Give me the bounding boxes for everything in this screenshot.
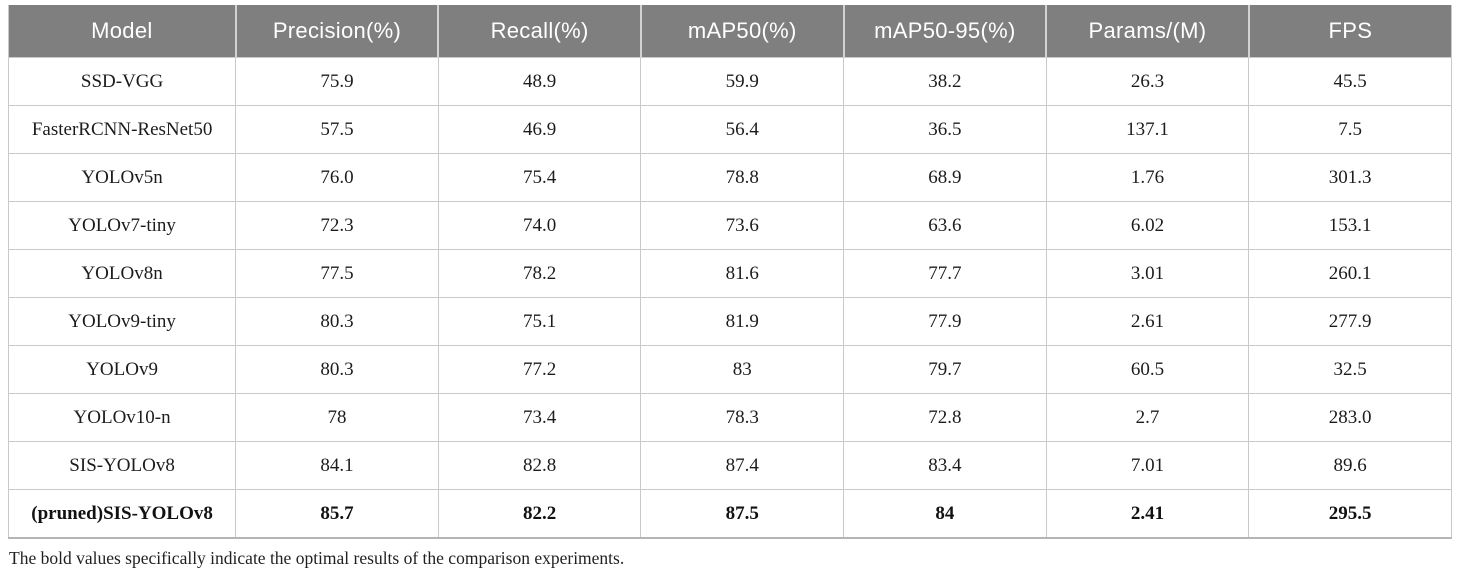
model-name-cell: YOLOv9-tiny [7,297,237,346]
table-row: YOLOv7-tiny 72.3 74.0 73.6 63.6 6.02 153.1 [7,201,1452,250]
metric-cell: 73.4 [437,393,642,442]
table-row: (pruned)SIS-YOLOv8 85.7 82.2 87.5 84 2.41 295.… [7,489,1452,539]
metric-cell: 79.7 [843,345,1047,394]
column-header-map50-95: mAP50-95(%) [842,5,1047,58]
metric-cell: 75.1 [437,297,642,346]
metric-cell: 295.5 [1248,489,1452,539]
metric-cell: 153.1 [1248,201,1452,250]
header-row: Model Precision(%) Recall(%) mAP50(%) mAP50-… [7,5,1452,58]
model-name-cell: SSD-VGG [7,57,237,106]
table-row: YOLOv9-tiny 80.3 75.1 81.9 77.9 2.61 277.9 [7,297,1452,346]
metric-cell: 78.8 [640,153,845,202]
metric-cell: 75.9 [235,57,439,106]
metric-cell: 68.9 [843,153,1047,202]
metric-cell: 78.3 [640,393,845,442]
metric-cell: 89.6 [1248,441,1452,490]
metric-cell: 87.5 [640,489,845,539]
metric-cell: 84.1 [235,441,439,490]
metric-cell: 80.3 [235,345,439,394]
table-row: FasterRCNN-ResNet50 57.5 46.9 56.4 36.5 137.1… [7,105,1452,154]
metric-cell: 77.7 [843,249,1047,298]
metric-cell: 2.61 [1045,297,1250,346]
table-row: YOLOv5n 76.0 75.4 78.8 68.9 1.76 301.3 [7,153,1452,202]
column-header-params-m: Params/(M) [1045,5,1249,58]
metric-cell: 277.9 [1248,297,1452,346]
metric-cell: 32.5 [1248,345,1452,394]
metric-cell: 85.7 [235,489,439,539]
table-row: SSD-VGG 75.9 48.9 59.9 38.2 26.3 45.5 [7,57,1452,106]
metric-cell: 2.41 [1045,489,1250,539]
metric-cell: 45.5 [1248,57,1452,106]
metric-cell: 59.9 [640,57,845,106]
model-name-cell: YOLOv5n [7,153,237,202]
table-footnote: The bold values specifically indicate th… [9,548,625,568]
metric-cell: 75.4 [437,153,642,202]
metric-cell: 57.5 [235,105,439,154]
column-header-fps: FPS [1247,5,1452,58]
metric-cell: 36.5 [843,105,1047,154]
metric-cell: 301.3 [1248,153,1452,202]
metric-cell: 74.0 [437,201,642,250]
metric-cell: 82.2 [437,489,642,539]
metric-cell: 7.5 [1248,105,1452,154]
table-row: YOLOv9 80.3 77.2 83 79.7 60.5 32.5 [7,345,1452,394]
column-header-map50: mAP50(%) [639,5,844,58]
table-row: SIS-YOLOv8 84.1 82.8 87.4 83.4 7.01 89.6 [7,441,1452,490]
metric-cell: 7.01 [1045,441,1250,490]
model-name-cell: YOLOv8n [7,249,237,298]
metric-cell: 60.5 [1045,345,1250,394]
metric-cell: 283.0 [1248,393,1452,442]
metric-cell: 76.0 [235,153,439,202]
metric-cell: 72.8 [843,393,1047,442]
metric-cell: 81.6 [640,249,845,298]
metric-cell: 77.2 [437,345,642,394]
model-name-cell: FasterRCNN-ResNet50 [7,105,237,154]
table-row: YOLOv8n 77.5 78.2 81.6 77.7 3.01 260.1 [7,249,1452,298]
metric-cell: 137.1 [1045,105,1250,154]
model-name-cell: YOLOv10-n [7,393,237,442]
metric-cell: 77.9 [843,297,1047,346]
metric-cell: 83 [640,345,845,394]
metric-cell: 46.9 [437,105,642,154]
metric-cell: 83.4 [843,441,1047,490]
model-name-cell: YOLOv9 [7,345,237,394]
model-comparison-table: Model Precision(%) Recall(%) mAP50(%) mAP50-… [7,5,1452,539]
metric-cell: 73.6 [640,201,845,250]
model-name-cell: SIS-YOLOv8 [7,441,237,490]
metric-cell: 78.2 [437,249,642,298]
metric-cell: 260.1 [1248,249,1452,298]
model-name-cell: YOLOv7-tiny [7,201,237,250]
metric-cell: 26.3 [1045,57,1250,106]
metric-cell: 81.9 [640,297,845,346]
metric-cell: 3.01 [1045,249,1250,298]
metric-cell: 48.9 [437,57,642,106]
column-header-precision: Precision(%) [234,5,439,58]
metric-cell: 56.4 [640,105,845,154]
metric-cell: 2.7 [1045,393,1250,442]
model-name-cell: (pruned)SIS-YOLOv8 [7,489,237,539]
metric-cell: 77.5 [235,249,439,298]
column-header-recall: Recall(%) [437,5,641,58]
metric-cell: 84 [843,489,1047,539]
metric-cell: 1.76 [1045,153,1250,202]
metric-cell: 80.3 [235,297,439,346]
metric-cell: 87.4 [640,441,845,490]
metric-cell: 72.3 [235,201,439,250]
metric-cell: 78 [235,393,439,442]
metric-cell: 82.8 [437,441,642,490]
metric-cell: 38.2 [843,57,1047,106]
column-header-model: Model [7,5,236,58]
table-row: YOLOv10-n 78 73.4 78.3 72.8 2.7 283.0 [7,393,1452,442]
metric-cell: 6.02 [1045,201,1250,250]
metric-cell: 63.6 [843,201,1047,250]
